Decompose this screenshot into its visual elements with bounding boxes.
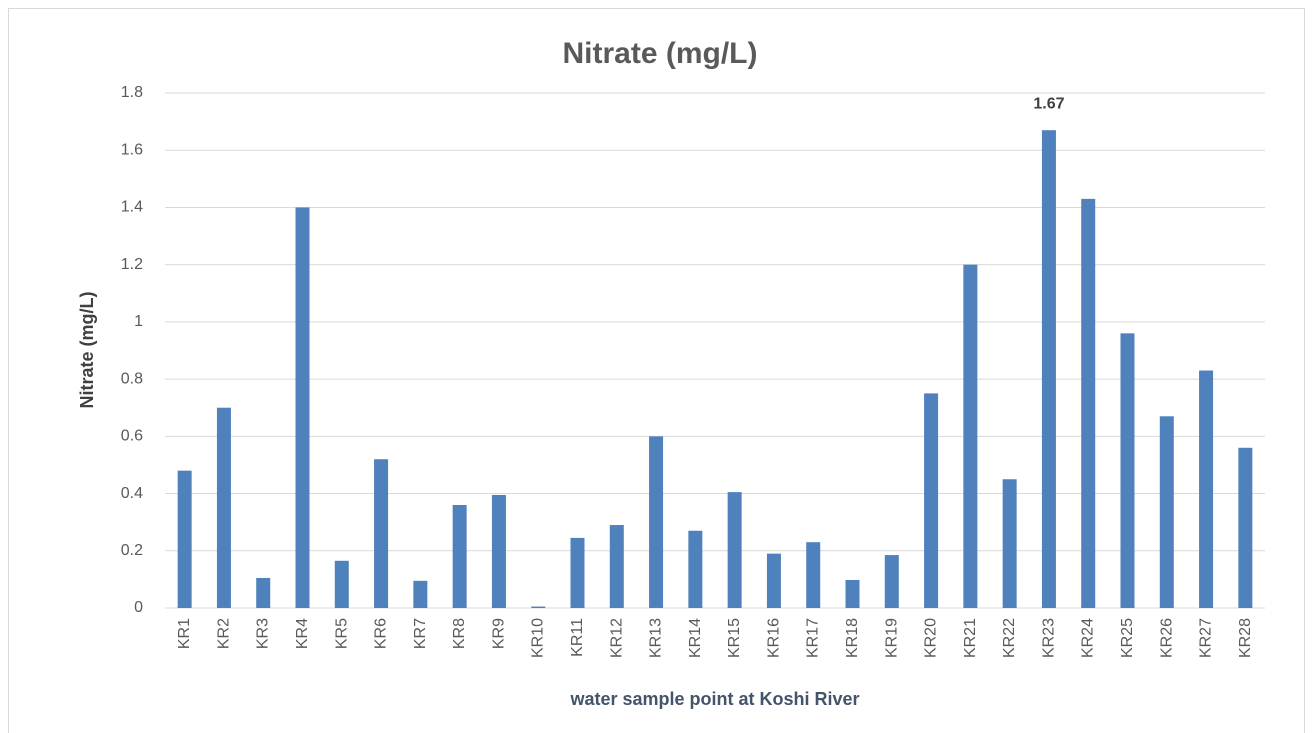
bar: [216, 407, 231, 608]
x-tick-label: KR14: [687, 618, 704, 658]
x-tick-label: KR17: [805, 618, 822, 658]
bar: [1159, 416, 1174, 608]
x-tick-label: KR13: [648, 618, 665, 658]
x-tick-label: KR18: [844, 618, 861, 658]
y-tick-label: 1.6: [121, 141, 143, 158]
y-tick-label: 0.2: [121, 542, 143, 559]
bar: [649, 436, 664, 608]
bar: [884, 555, 899, 608]
bar: [766, 553, 781, 608]
bar: [531, 606, 546, 608]
x-tick-label: KR16: [765, 618, 782, 658]
x-tick-label: KR20: [923, 618, 940, 658]
bar: [295, 207, 310, 608]
x-tick-label: KR10: [530, 618, 547, 658]
x-tick-label: KR11: [569, 618, 586, 657]
x-tick-label: KR7: [412, 618, 429, 649]
x-tick-label: KR5: [333, 618, 350, 649]
bar: [924, 393, 939, 608]
bar: [256, 577, 271, 608]
bar: [845, 579, 860, 608]
y-tick-label: 0.6: [121, 428, 143, 445]
x-tick-label: KR6: [373, 618, 390, 649]
y-tick-label: 1.4: [121, 199, 143, 216]
bar: [1199, 370, 1214, 608]
y-tick-label: 0.8: [121, 370, 143, 387]
x-tick-label: KR15: [726, 618, 743, 658]
x-tick-label: KR9: [490, 618, 507, 649]
x-tick-label: KR19: [883, 618, 900, 658]
bar: [688, 530, 703, 608]
x-tick-label: KR1: [176, 618, 193, 649]
chart-title: Nitrate (mg/L): [563, 37, 758, 70]
bar: [609, 525, 624, 608]
bar: [452, 505, 467, 608]
x-tick-label: KR28: [1237, 618, 1254, 658]
data-label: 1.67: [1033, 95, 1064, 112]
x-axis-title: water sample point at Koshi River: [569, 689, 859, 709]
x-tick-label: KR27: [1198, 618, 1215, 658]
bar: [413, 580, 428, 608]
bar: [1081, 198, 1096, 608]
bar: [177, 470, 192, 608]
y-tick-label: 1: [134, 313, 143, 330]
x-tick-label: KR25: [1119, 618, 1136, 658]
y-tick-label: 0.4: [121, 485, 143, 502]
bar: [963, 264, 978, 608]
x-tick-label: KR4: [294, 618, 311, 649]
bar: [727, 492, 742, 608]
bar: [1238, 447, 1253, 608]
x-tick-label: KR8: [451, 618, 468, 649]
bar: [334, 560, 349, 608]
x-tick-label: KR23: [1040, 618, 1057, 658]
x-tick-label: KR22: [1001, 618, 1018, 658]
x-tick-label: KR26: [1158, 618, 1175, 658]
y-tick-label: 1.8: [121, 84, 143, 101]
bar: [1002, 479, 1017, 608]
x-tick-label: KR12: [608, 618, 625, 658]
y-axis-title: Nitrate (mg/L): [77, 291, 97, 408]
bar: [374, 459, 389, 608]
bar: [570, 537, 585, 608]
y-tick-label: 1.2: [121, 256, 143, 273]
bar: [1041, 130, 1056, 608]
bar: [806, 542, 821, 608]
bar: [491, 494, 506, 608]
y-tick-label: 0: [134, 599, 143, 616]
x-tick-label: KR24: [1080, 618, 1097, 658]
bar: [1120, 333, 1135, 608]
x-tick-label: KR21: [962, 618, 979, 658]
x-tick-label: KR3: [255, 618, 272, 649]
x-tick-label: KR2: [215, 618, 232, 649]
